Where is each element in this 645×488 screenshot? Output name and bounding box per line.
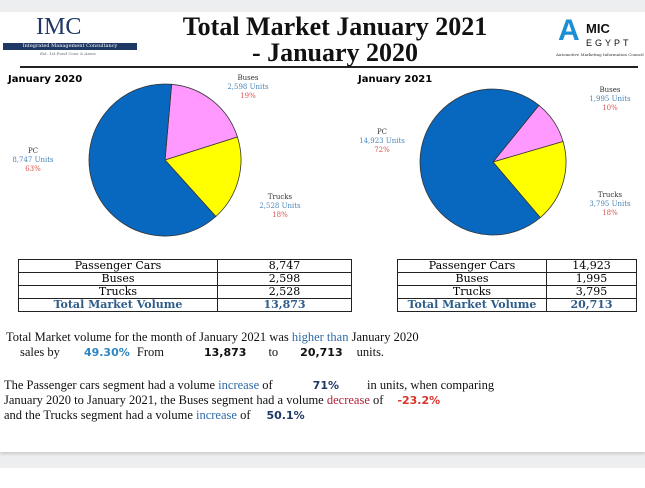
pie1-title: January 2020 <box>8 74 83 85</box>
segment-text: The Passenger cars segment had a volume … <box>4 378 495 422</box>
table-row: Buses 1,995 <box>397 272 637 286</box>
table-2020: Passenger Cars 8,747 Buses 2,598 Trucks 2,5… <box>18 259 352 312</box>
table-row: Buses 2,598 <box>18 272 352 286</box>
table-row: Passenger Cars 14,923 <box>397 259 637 273</box>
table-row: Total Market Volume 13,873 <box>18 298 352 312</box>
pie1-label-trucks: Trucks 2,528 Units 18% <box>259 193 301 219</box>
header-divider <box>20 66 638 68</box>
pie2-title: January 2021 <box>358 74 433 85</box>
pie1-slice-buses <box>164 83 238 161</box>
pie2-slice-pc <box>419 88 541 236</box>
page-title: Total Market January 2021- January 2020 <box>182 12 488 67</box>
table-row: Trucks 2,528 <box>18 285 352 299</box>
summary-text: Total Market volume for the month of Jan… <box>6 330 419 359</box>
pie1-label-buses: Buses 2,598 Units 19% <box>227 74 269 100</box>
pie2-label-buses: Buses 1,995 Units 10% <box>589 86 631 112</box>
table-2021: Passenger Cars 14,923 Buses 1,995 Trucks 3,… <box>397 259 637 312</box>
table-row: Total Market Volume 20,713 <box>397 298 637 312</box>
table-row: Trucks 3,795 <box>397 285 637 299</box>
pie1-slice-trucks <box>164 136 242 218</box>
pie2-slice-trucks <box>492 140 567 219</box>
next-slide <box>0 468 645 488</box>
pie1-label-pc: PC 8,747 Units 63% <box>12 147 54 173</box>
slide <box>0 12 645 452</box>
pie-charts <box>88 83 567 237</box>
table-row: Passenger Cars 8,747 <box>18 259 352 273</box>
pie1-slice-pc <box>88 83 217 237</box>
imc-logo-subtitle: Integrated Management Consultancy <box>3 43 137 50</box>
pie2-label-pc: PC 14,923 Units 72% <box>359 128 405 154</box>
imc-logo-tagline: Est. 1st Fund Cons & Assoc <box>40 51 97 56</box>
pie2-label-trucks: Trucks 3,795 Units 18% <box>589 191 631 217</box>
imc-logo: IMC <box>36 14 82 40</box>
amic-logo: A MIC EGYPT Automotive Marketing Informatio… <box>556 14 644 58</box>
